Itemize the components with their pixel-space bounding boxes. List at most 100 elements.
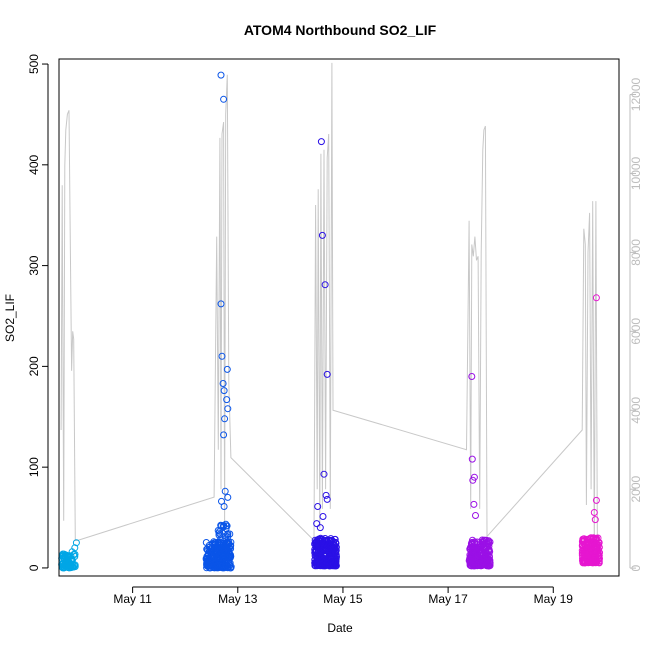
data-point [319, 545, 327, 553]
data-point [59, 552, 67, 560]
x-tick-label: May 19 [534, 592, 574, 606]
y2-tick-label: 12000 [629, 78, 643, 112]
secondary-series-line [60, 62, 598, 549]
x-tick-label: May 15 [323, 592, 363, 606]
data-point [222, 562, 230, 570]
data-point [472, 553, 480, 561]
data-point [64, 560, 72, 568]
data-point [217, 71, 225, 79]
data-point [317, 138, 325, 146]
y2-tick-label: 6000 [629, 318, 643, 345]
y2-tick-label: 2000 [629, 476, 643, 503]
data-point [320, 470, 328, 478]
data-point [227, 564, 235, 572]
data-point [591, 554, 599, 562]
data-point [590, 509, 598, 516]
data-point [223, 365, 231, 373]
data-point [205, 561, 213, 569]
data-point [319, 513, 327, 520]
data-point [321, 281, 329, 289]
data-point [220, 544, 228, 552]
data-point [328, 561, 336, 569]
data-point [220, 431, 228, 439]
data-point [220, 548, 228, 556]
data-point [223, 396, 231, 404]
y-tick-label: 0 [27, 564, 41, 571]
data-point [214, 527, 222, 534]
data-point [317, 547, 325, 555]
data-point [476, 541, 484, 549]
data-point [220, 387, 228, 395]
data-point [219, 380, 227, 387]
data-point [221, 415, 229, 423]
data-point [315, 536, 323, 544]
y-tick-label: 200 [27, 356, 41, 376]
data-point [215, 531, 223, 539]
data-point [220, 521, 228, 529]
data-point [205, 543, 213, 551]
points-layer [58, 71, 603, 572]
data-point [218, 352, 226, 360]
data-point [314, 503, 322, 510]
data-point [313, 553, 321, 561]
data-point [316, 562, 324, 570]
data-point [215, 554, 223, 562]
chart-title: ATOM4 Northbound SO2_LIF [244, 22, 437, 38]
data-point [323, 495, 331, 503]
data-point [312, 546, 320, 554]
data-point [311, 562, 319, 570]
data-point [331, 535, 339, 543]
plot-frame [58, 58, 620, 577]
data-point [468, 455, 476, 463]
data-point [326, 553, 334, 561]
y-tick-label: 400 [27, 154, 41, 174]
data-point [477, 561, 485, 568]
data-point [479, 558, 487, 566]
data-point [468, 373, 476, 380]
data-point [332, 539, 340, 547]
data-point [589, 534, 597, 542]
y-axis-label: SO2_LIF [3, 294, 17, 342]
data-point [225, 540, 233, 548]
data-point [478, 549, 486, 556]
y2-tick-label: 4000 [629, 397, 643, 424]
y2-tick-label: 0 [629, 564, 643, 571]
data-point [329, 545, 337, 553]
data-point [591, 516, 599, 524]
data-point [220, 503, 228, 510]
y-tick-label: 500 [27, 54, 41, 74]
data-point [332, 543, 340, 551]
x-tick-label: May 11 [113, 592, 152, 606]
data-point [322, 491, 330, 499]
x-tick-label: May 17 [428, 592, 468, 606]
data-point [221, 487, 229, 495]
y-axis: 0 100 200 300 400 500 [27, 54, 49, 571]
y-tick-label: 300 [27, 255, 41, 275]
data-point [223, 522, 231, 530]
data-point [584, 554, 592, 562]
data-point [323, 370, 331, 378]
x-tick-label: May 13 [218, 592, 258, 606]
data-point [321, 557, 329, 565]
data-point [592, 294, 600, 302]
data-point [320, 556, 328, 563]
data-point [469, 553, 477, 561]
data-point [482, 548, 490, 556]
secondary-line-layer [60, 62, 598, 549]
data-point [592, 496, 600, 504]
data-point [312, 548, 320, 556]
data-point [470, 562, 478, 570]
data-point [472, 512, 479, 519]
data-point [579, 537, 587, 544]
data-point [470, 554, 478, 562]
data-point [224, 405, 232, 413]
data-point [215, 547, 223, 555]
data-point [220, 95, 228, 103]
data-point [485, 546, 493, 554]
data-point [478, 539, 486, 547]
data-point [224, 554, 232, 562]
data-point [467, 555, 475, 563]
data-point [320, 542, 328, 550]
data-point [584, 541, 592, 549]
